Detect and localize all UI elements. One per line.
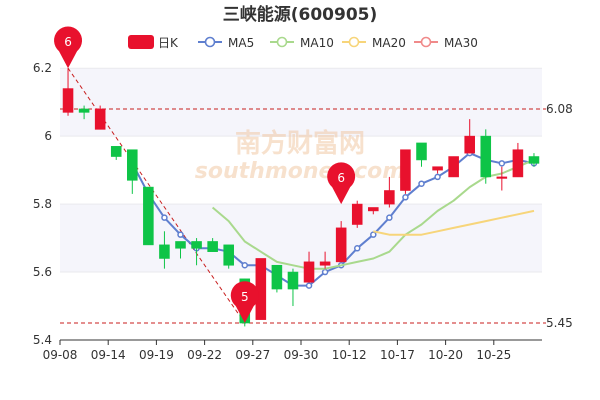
- candle-down: [175, 241, 186, 249]
- candle-up: [303, 261, 315, 283]
- marker-pin-shape: [327, 162, 356, 205]
- y-tick-label: 6.2: [33, 61, 52, 75]
- x-tick-label: 09-14: [91, 348, 126, 362]
- ma5-point: [241, 262, 249, 269]
- x-tick-label: 10-25: [476, 348, 511, 362]
- candle-up: [400, 149, 411, 191]
- chart-title: 三峡能源(600905): [223, 4, 378, 25]
- watermark-subtext: southmoney.com: [195, 159, 405, 184]
- candle-up: [351, 203, 363, 225]
- legend-label: 日K: [158, 36, 179, 50]
- candle-up: [448, 156, 459, 178]
- ma5-point: [177, 231, 184, 238]
- x-tick-label: 10-12: [332, 348, 367, 362]
- ma5-point: [386, 214, 393, 221]
- legend-marker: [276, 36, 288, 48]
- candle-up: [464, 135, 475, 154]
- candle-down: [78, 108, 90, 113]
- legend-candle-swatch: [128, 35, 154, 49]
- ma5-point: [305, 282, 313, 289]
- candle-up: [62, 88, 74, 113]
- watermark-text: 南方财富网: [235, 128, 365, 159]
- y-tick-label: 5.6: [33, 265, 52, 279]
- ma5-point: [434, 173, 441, 181]
- legend-label: MA10: [300, 36, 334, 50]
- candle-down: [159, 244, 170, 259]
- y-tick-label: 6: [44, 129, 52, 143]
- ma5-point: [353, 245, 361, 252]
- reference-line-label: 6.08: [546, 102, 573, 116]
- candle-down: [207, 241, 218, 252]
- candle-down: [416, 142, 427, 161]
- x-tick-label: 10-17: [380, 348, 415, 362]
- candle-down: [191, 241, 202, 249]
- marker-pin-shape: [230, 281, 259, 324]
- x-tick-label: 09-27: [235, 348, 270, 362]
- grid-band: [60, 204, 542, 273]
- price-marker-pin: 6: [54, 26, 83, 69]
- candle-down: [143, 186, 154, 246]
- ma5-point: [418, 180, 425, 187]
- candle-down: [110, 146, 122, 157]
- candle-down: [480, 135, 492, 178]
- ma5-point: [370, 231, 377, 238]
- x-tick-label: 10-20: [428, 348, 463, 362]
- x-tick-label: 09-22: [187, 348, 222, 362]
- ma5-point: [498, 160, 506, 167]
- candle-up: [255, 258, 267, 320]
- price-marker-pin: 5: [230, 281, 259, 324]
- legend-label: MA30: [444, 36, 478, 50]
- candle-up: [432, 166, 443, 171]
- candle-up: [512, 149, 524, 178]
- candle-up: [335, 227, 347, 263]
- ma-line-ma10: [211, 158, 535, 270]
- ma5-point: [402, 194, 409, 201]
- candle-down: [271, 264, 283, 290]
- marker-pin-label: 6: [64, 35, 72, 49]
- x-tick-label: 09-19: [139, 348, 174, 362]
- candle-up: [319, 261, 331, 266]
- grid-band: [60, 68, 542, 137]
- marker-pin-shape: [54, 26, 83, 69]
- marker-pin-label: 6: [337, 171, 345, 185]
- x-tick-label: 09-30: [284, 348, 319, 362]
- legend-label: MA20: [372, 36, 406, 50]
- price-marker-pin: 6: [327, 162, 356, 205]
- candle-up: [368, 207, 379, 212]
- marker-pin-label: 5: [241, 290, 249, 304]
- y-tick-label: 5.4: [33, 333, 52, 347]
- ma5-point: [161, 214, 168, 221]
- legend: 日K MA5 MA10 MA20 MA30: [128, 35, 478, 50]
- legend-marker: [420, 36, 432, 48]
- candle-down: [127, 149, 138, 181]
- candle-down: [287, 271, 299, 290]
- legend-marker: [348, 36, 360, 48]
- candle-down: [528, 156, 540, 164]
- candle-down: [223, 244, 234, 266]
- ma5-point: [321, 268, 329, 276]
- candle-up: [496, 176, 508, 179]
- y-tick-label: 5.8: [33, 197, 52, 211]
- candle-up: [94, 108, 106, 130]
- candle-up: [384, 190, 395, 205]
- reference-line-label: 5.45: [546, 316, 573, 330]
- ma-line-ma20: [373, 209, 535, 236]
- legend-marker: [204, 36, 216, 48]
- x-tick-label: 09-08: [43, 348, 78, 362]
- legend-label: MA5: [228, 36, 254, 50]
